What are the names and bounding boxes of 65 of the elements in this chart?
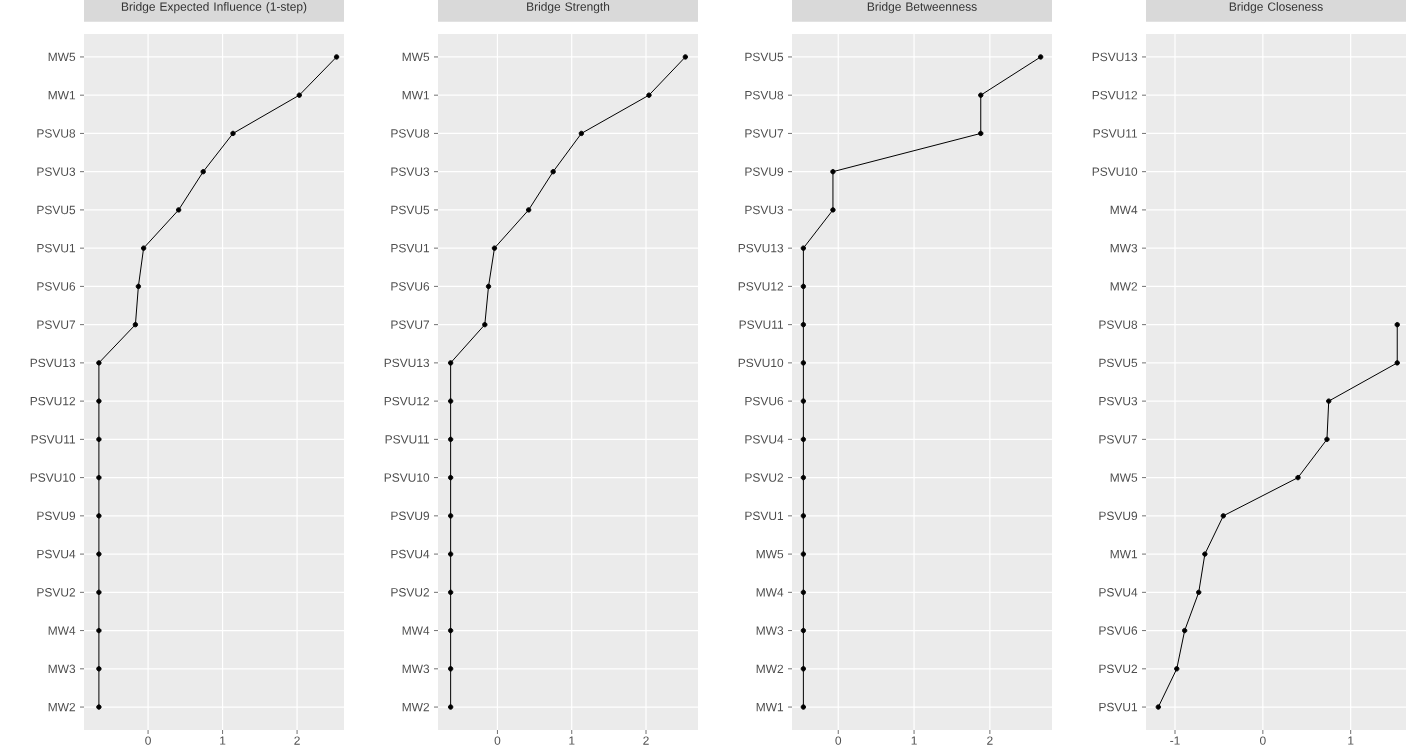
point	[646, 92, 652, 98]
point	[800, 321, 807, 328]
point	[800, 360, 807, 366]
point	[800, 245, 807, 251]
point	[96, 551, 102, 557]
point	[1037, 54, 1044, 60]
point	[96, 360, 102, 366]
point	[800, 398, 807, 404]
point	[96, 666, 102, 672]
point	[830, 168, 836, 175]
point	[135, 283, 142, 290]
point	[485, 283, 492, 290]
point	[800, 474, 807, 481]
point	[482, 321, 488, 328]
point	[447, 627, 454, 634]
point	[1295, 474, 1301, 481]
point	[978, 130, 984, 137]
point	[682, 54, 689, 60]
point	[200, 168, 206, 175]
point	[96, 627, 102, 634]
point	[1220, 513, 1227, 519]
point	[447, 474, 454, 481]
point	[1394, 321, 1400, 328]
point	[447, 436, 454, 443]
point	[96, 436, 102, 443]
point	[447, 360, 454, 366]
point	[230, 130, 236, 137]
point	[830, 207, 836, 213]
point	[800, 436, 807, 443]
point	[96, 474, 102, 481]
point	[1196, 589, 1202, 596]
point	[447, 513, 454, 519]
point	[800, 513, 807, 519]
point	[96, 513, 102, 519]
point	[96, 704, 102, 710]
point	[491, 245, 498, 251]
point	[1155, 704, 1161, 710]
point	[800, 704, 807, 710]
point	[800, 627, 807, 634]
point	[978, 92, 984, 98]
point	[525, 207, 532, 213]
point	[800, 551, 807, 557]
point	[1394, 360, 1400, 366]
point	[447, 704, 454, 710]
point	[578, 130, 585, 137]
point	[800, 589, 807, 596]
point	[1324, 436, 1330, 443]
point	[175, 207, 182, 213]
point	[447, 589, 454, 596]
point	[1174, 666, 1180, 672]
point	[1326, 398, 1332, 404]
point	[296, 92, 302, 98]
point	[550, 168, 556, 175]
point	[140, 245, 147, 251]
point	[333, 54, 340, 60]
point	[447, 398, 454, 404]
point	[800, 283, 807, 290]
point	[447, 551, 454, 557]
point	[1202, 551, 1208, 557]
point	[96, 398, 102, 404]
point	[800, 666, 807, 672]
point	[1181, 627, 1188, 634]
point	[96, 589, 102, 596]
point	[132, 321, 139, 328]
point	[447, 666, 454, 672]
